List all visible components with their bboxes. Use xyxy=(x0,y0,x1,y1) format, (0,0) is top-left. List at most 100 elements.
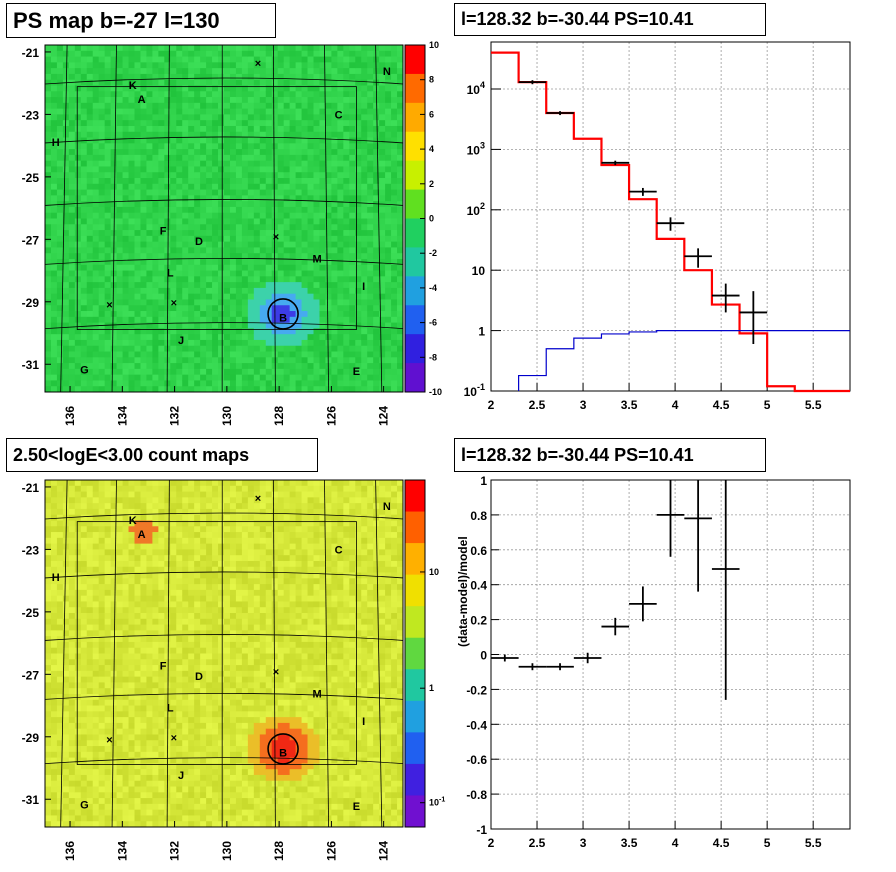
source-labels: KA N C H F D M L I B J G E × × × × xyxy=(52,493,391,813)
x-tick-label: 130 xyxy=(220,406,234,426)
grid-line-lon xyxy=(324,479,329,828)
residual-panel: 2 2.5 3 3.5 4 4.5 5 5.5 -1 -0.8 -0.6 -0.4 -0.2 0 0.2 0.… xyxy=(456,474,851,850)
source-label-C: C xyxy=(335,544,343,556)
source-label-M: M xyxy=(312,688,321,700)
colorbar-tick-label: -4 xyxy=(429,283,437,293)
colorbar-tick-label: 1 xyxy=(429,683,434,693)
x-tick-label: 3 xyxy=(580,398,587,412)
colorbar-frame xyxy=(404,479,426,828)
y-tick-label: -21 xyxy=(22,46,40,60)
y-tick-label: -25 xyxy=(22,606,40,620)
x-tick-label: 5 xyxy=(764,398,771,412)
colorbar-swatch xyxy=(405,732,425,765)
source-cross-marker: × xyxy=(106,734,112,746)
grid-line-lat xyxy=(44,693,404,700)
colorbar-swatch xyxy=(405,543,425,576)
y-tick-label: 0 xyxy=(480,649,487,663)
panel-title-tr: l=128.32 b=-30.44 PS=10.41 xyxy=(454,3,766,36)
grid-line-lon xyxy=(166,44,170,393)
x-tick-label: 5.5 xyxy=(805,836,822,850)
grid-line-lat xyxy=(44,136,404,144)
map-panel-0: KA N C H F D M L I B J G E × × × × 136 134 132 130 128 126 124 -… xyxy=(22,40,442,426)
source-label-D: D xyxy=(195,236,203,248)
x-tick-label: 4 xyxy=(672,398,679,412)
grid-line-lat xyxy=(44,757,404,764)
x-tick-label: 124 xyxy=(377,406,391,426)
x-tick-label: 2.5 xyxy=(529,398,546,412)
y-tick-label: -23 xyxy=(22,543,40,557)
grid-line-lat xyxy=(44,199,404,206)
x-tick-label: 2 xyxy=(488,398,495,412)
colorbar-swatch xyxy=(405,606,425,639)
colorbar-swatch xyxy=(405,511,425,544)
source-label-F: F xyxy=(160,661,167,673)
source-label-A: A xyxy=(138,529,146,541)
colorbar-swatch xyxy=(405,218,425,248)
x-tick-label: 132 xyxy=(168,841,182,861)
source-cross-marker: × xyxy=(255,58,261,70)
colorbar-tick-label: 0 xyxy=(429,214,434,224)
y-tick-label: -27 xyxy=(22,668,40,682)
y-tick-label: -31 xyxy=(22,793,40,807)
source-cross-marker: × xyxy=(255,493,261,505)
source-label-N: N xyxy=(383,66,391,78)
y-tick-label: -0.2 xyxy=(466,683,487,697)
y-tick-label: -0.6 xyxy=(466,753,487,767)
source-label-D: D xyxy=(195,671,203,683)
colorbar-tick-label: 2 xyxy=(429,179,434,189)
y-axis-label: (data-model)/model xyxy=(456,536,470,647)
source-label-K: K xyxy=(129,515,137,527)
source-label-C: C xyxy=(335,109,343,121)
grid-line-lon xyxy=(375,44,383,393)
x-tick-label: 134 xyxy=(115,841,129,861)
y-tick-label: -27 xyxy=(22,233,40,247)
spectrum-panel: 2 2.5 3 3.5 4 4.5 5 5.5 xyxy=(488,41,851,412)
y-tick-label: 10-1 xyxy=(464,382,485,399)
grid-line-lat xyxy=(44,322,404,329)
colorbar-swatch xyxy=(405,795,425,828)
x-tick-label: 136 xyxy=(63,841,77,861)
panel-title-bl: 2.50<logE<3.00 count maps xyxy=(6,438,318,472)
colorbar-swatch xyxy=(405,276,425,306)
colorbar-tick-label: -10 xyxy=(429,387,442,397)
x-tick-label: 5.5 xyxy=(805,398,822,412)
source-label-J: J xyxy=(178,770,184,782)
colorbar-swatch xyxy=(405,700,425,733)
x-tick-label: 128 xyxy=(272,406,286,426)
y-tick-label: -31 xyxy=(22,358,40,372)
source-circle-B xyxy=(267,733,299,765)
source-circle-B xyxy=(267,298,299,330)
colorbar-swatch xyxy=(405,669,425,702)
y-tick-label: -29 xyxy=(22,296,40,310)
grid-line-lon xyxy=(60,44,68,393)
grid-line-lat xyxy=(44,512,404,520)
source-label-B: B xyxy=(279,747,287,759)
source-label-H: H xyxy=(52,572,60,584)
source-label-G: G xyxy=(80,364,89,376)
source-label-B: B xyxy=(279,312,287,324)
colorbar-swatch xyxy=(405,73,425,104)
model-histogram xyxy=(491,51,850,393)
x-tick-label: 3.5 xyxy=(621,836,638,850)
y-tick-label: -21 xyxy=(22,481,40,495)
source-label-M: M xyxy=(312,253,321,265)
colorbar-swatch xyxy=(405,131,425,162)
source-labels: KA N C H F D M L I B J G E × × × × xyxy=(52,58,391,378)
colorbar-swatch xyxy=(405,189,425,219)
panel-title-br: l=128.32 b=-30.44 PS=10.41 xyxy=(454,438,766,472)
colorbar-tick-label: 10 xyxy=(429,567,439,577)
x-tick-label: 3.5 xyxy=(621,398,638,412)
x-tick-label: 2.5 xyxy=(529,836,546,850)
grid-line-lon xyxy=(375,479,383,828)
source-cross-marker: × xyxy=(171,733,177,745)
y-tick-label: 10 xyxy=(472,264,486,278)
colorbar-swatch xyxy=(405,363,425,393)
source-cross-marker: × xyxy=(171,298,177,310)
grid-line-lon xyxy=(111,44,117,393)
x-tick-label: 2 xyxy=(488,836,495,850)
colorbar: 10 8 6 4 2 0 -2 -4 -6 -8 -10 xyxy=(404,40,442,397)
colorbar-tick-label: 10 xyxy=(429,40,439,50)
grid-line-lon xyxy=(111,479,117,828)
y-tick-label: 0.8 xyxy=(470,509,487,523)
